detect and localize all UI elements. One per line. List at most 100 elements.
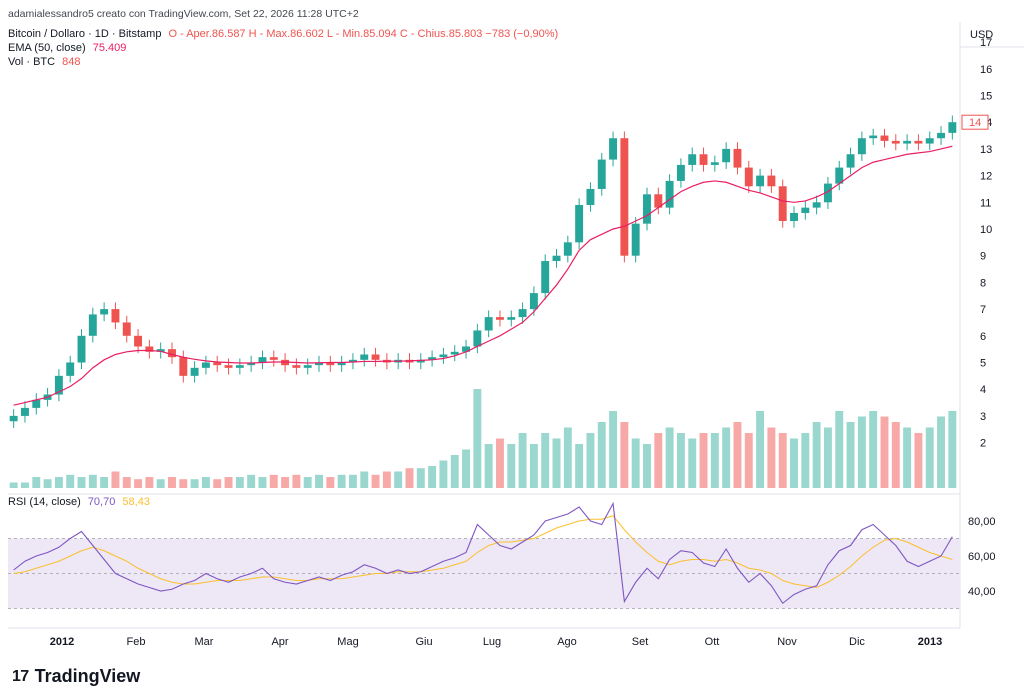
candle-body (134, 335, 143, 347)
candle-body (54, 375, 63, 395)
candle-body (586, 188, 595, 205)
volume-bar (213, 479, 222, 488)
volume-bar (190, 479, 199, 488)
volume-bar (371, 474, 380, 488)
volume-label: Vol · BTC (8, 56, 56, 68)
tradingview-logo-icon: 17 (12, 667, 29, 685)
candle-body (518, 309, 527, 318)
volume-bar (541, 433, 550, 488)
volume-bar (122, 477, 131, 488)
volume-bar (326, 477, 335, 488)
candle-body (201, 362, 210, 368)
volume-bar (281, 477, 290, 488)
candle-body (145, 346, 154, 352)
volume-bar (54, 477, 63, 488)
price-tick-label: 6 (980, 331, 986, 343)
volume-bar (66, 474, 75, 488)
candle-body (484, 317, 493, 331)
time-tick-label: 2013 (918, 636, 942, 648)
volume-bar (496, 438, 504, 488)
volume-bar (722, 427, 731, 488)
volume-bar (631, 438, 640, 488)
rsi-line (13, 501, 953, 605)
volume-bar (767, 427, 776, 488)
candle-body (914, 140, 923, 144)
candle-body (428, 357, 437, 360)
rsi-label: RSI (14, close) (8, 496, 81, 508)
candle-body (857, 138, 866, 155)
candle-body (643, 194, 651, 224)
candle-body (790, 212, 798, 221)
volume-bar (134, 479, 143, 488)
rsi-tick-label: 80,00 (968, 516, 996, 528)
volume-bar (948, 411, 957, 488)
volume-bar (484, 444, 493, 488)
volume-bar (462, 449, 470, 488)
tradingview-brand[interactable]: 17 TradingView (12, 666, 140, 687)
rsi-tick-label: 40,00 (968, 586, 996, 598)
candle-body (9, 415, 18, 422)
candle-body (439, 354, 448, 358)
candle-body (258, 357, 267, 363)
ema-value: 75.409 (92, 42, 127, 54)
time-tick-label: 2012 (50, 636, 74, 648)
volume-bar (439, 460, 448, 488)
rsi-legend[interactable]: RSI (14, close) 70,70 58,43 (8, 496, 150, 508)
candle-body (450, 351, 459, 355)
candle-body (326, 362, 335, 366)
candle-body (767, 175, 776, 187)
volume-bar (43, 479, 52, 488)
rsi-value: 70,70 (87, 496, 116, 508)
volume-bar (857, 416, 866, 488)
volume-value: 848 (62, 56, 81, 68)
volume-bar (903, 427, 912, 488)
candle-body (21, 407, 29, 416)
last-price-label: 14 (969, 117, 981, 129)
volume-bar (111, 471, 120, 488)
candle-body (823, 183, 832, 203)
candle-body (190, 367, 199, 376)
candle-body (801, 207, 810, 213)
time-tick-label: Ott (705, 636, 720, 648)
candle-body (315, 362, 323, 366)
ema-legend[interactable]: EMA (50, close) 75.409 (8, 42, 126, 54)
ohlc-values: O - Aper.86.587 H - Max.86.602 L - Min.8… (168, 28, 559, 40)
candle-body (563, 242, 572, 256)
volume-bar (891, 422, 900, 488)
volume-legend[interactable]: Vol · BTC 848 (8, 56, 81, 68)
candle-body (292, 365, 301, 368)
candle-body (846, 154, 855, 168)
volume-bar (744, 433, 753, 488)
candle-body (541, 261, 550, 294)
price-tick-label: 7 (980, 304, 986, 316)
volume-bar (620, 422, 629, 488)
price-tick-label: 10 (980, 224, 992, 236)
volume-bar (258, 477, 267, 488)
symbol-legend: Bitcoin / Dollaro · 1D · Bitstamp O - Ap… (8, 28, 558, 40)
symbol-name[interactable]: Bitcoin / Dollaro · 1D · Bitstamp (8, 28, 162, 40)
candle-body (744, 167, 753, 187)
volume-bar (303, 477, 312, 488)
volume-bar (21, 482, 29, 488)
volume-bar (473, 389, 482, 488)
price-tick-label: 11 (980, 197, 991, 209)
candle-body (122, 322, 131, 336)
volume-bar (292, 474, 301, 488)
candle-body (348, 359, 357, 363)
volume-bar (394, 471, 403, 488)
candle-body (416, 359, 425, 363)
volume-bar (179, 479, 188, 488)
volume-bar (609, 411, 618, 488)
currency-label: USD (970, 29, 993, 41)
volume-bar (699, 433, 708, 488)
candle-body (88, 314, 97, 336)
volume-bar (507, 444, 516, 488)
candle-body (688, 154, 697, 165)
volume-bar (665, 427, 674, 488)
candle-body (168, 349, 176, 358)
rsi-ma-value: 58,43 (122, 496, 150, 508)
volume-bar (552, 438, 561, 488)
price-tick-label: 12 (980, 171, 992, 183)
volume-bar (360, 471, 369, 488)
